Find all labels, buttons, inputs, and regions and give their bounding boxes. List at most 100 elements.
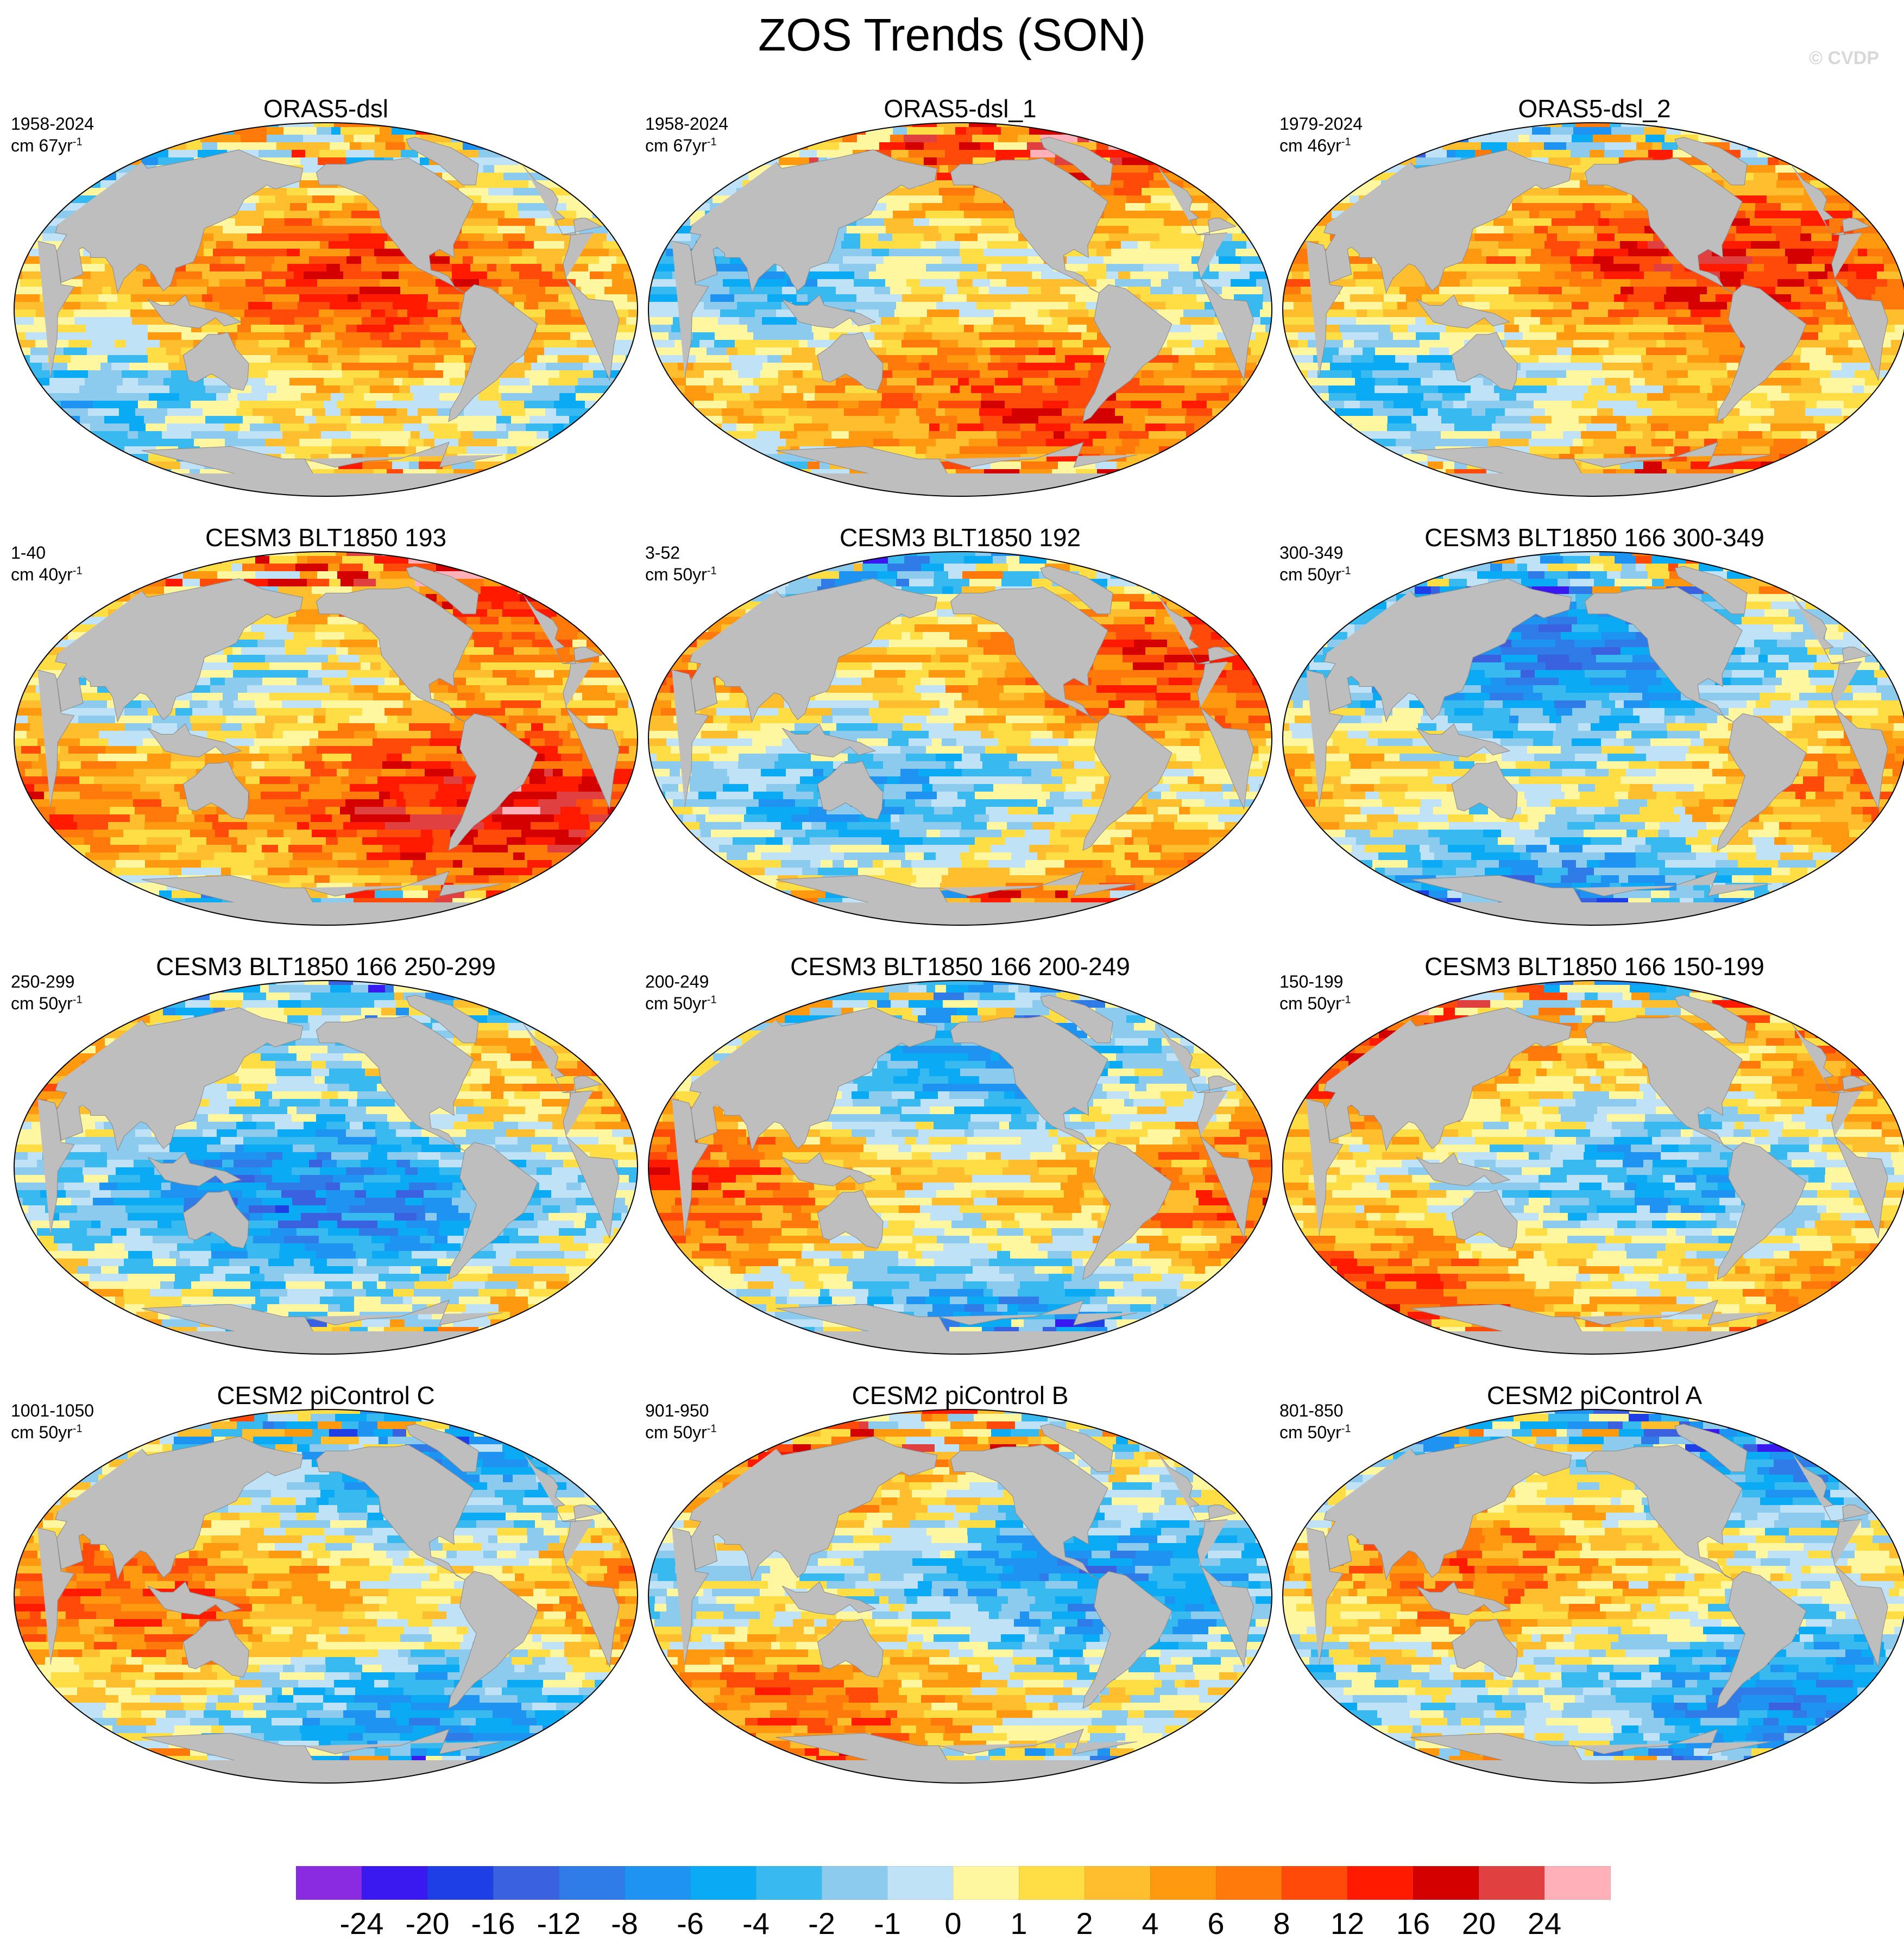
trend-map bbox=[648, 551, 1272, 926]
map-panel: CESM2 piControl B 901-950 cm 50yr-1 bbox=[645, 1379, 1275, 1792]
trend-map bbox=[1282, 122, 1904, 497]
colorbar-swatch bbox=[756, 1866, 822, 1900]
trend-map bbox=[1282, 980, 1904, 1355]
colorbar-swatch bbox=[1085, 1866, 1151, 1900]
colorbar-swatch bbox=[427, 1866, 494, 1900]
map-panel: ORAS5-dsl_1 1958-2024 cm 67yr-1 bbox=[645, 92, 1275, 505]
panel-title: CESM3 BLT1850 166 200-249 bbox=[790, 952, 1130, 981]
units-exponent: -1 bbox=[1341, 994, 1351, 1006]
units-exponent: -1 bbox=[707, 565, 717, 577]
colorbar-tick-label: -12 bbox=[537, 1906, 581, 1940]
panel-period: 1979-2024 bbox=[1279, 114, 1363, 134]
colorbar-tick-label: 1 bbox=[1010, 1906, 1027, 1940]
units-base: cm 50yr bbox=[1279, 994, 1341, 1013]
units-exponent: -1 bbox=[707, 994, 717, 1006]
colorbar-tick-label: -20 bbox=[405, 1906, 450, 1940]
colorbar-tick-label: -24 bbox=[339, 1906, 384, 1940]
panel-period: 300-349 bbox=[1279, 543, 1344, 562]
panel-title: ORAS5-dsl bbox=[263, 94, 389, 123]
panel-period: 1958-2024 bbox=[11, 114, 94, 134]
map-panel: CESM3 BLT1850 193 1-40 cm 40yr-1 bbox=[11, 521, 641, 934]
colorbar-swatch bbox=[887, 1866, 954, 1900]
panel-units: cm 50yr-1 bbox=[11, 1421, 83, 1443]
units-exponent: -1 bbox=[707, 1423, 717, 1435]
panel-title: CESM2 piControl B bbox=[852, 1381, 1069, 1409]
panel-units: cm 50yr-1 bbox=[1279, 564, 1351, 585]
panel-title: CESM2 piControl A bbox=[1486, 1381, 1703, 1409]
map-panel: CESM3 BLT1850 166 300-349 300-349 cm 50yr-… bbox=[1279, 521, 1904, 934]
panel-period: 1001-1050 bbox=[11, 1401, 94, 1420]
colorbar-swatch bbox=[1150, 1866, 1216, 1900]
colorbar-swatch bbox=[953, 1866, 1019, 1900]
watermark: © CVDP bbox=[1809, 48, 1879, 68]
colorbar-tick-label: -8 bbox=[611, 1906, 638, 1940]
units-base: cm 50yr bbox=[1279, 565, 1341, 584]
panel-units: cm 67yr-1 bbox=[11, 135, 83, 156]
units-exponent: -1 bbox=[1341, 565, 1351, 577]
panel-units: cm 50yr-1 bbox=[645, 1421, 717, 1443]
trend-map bbox=[14, 980, 638, 1355]
trend-map bbox=[648, 980, 1272, 1355]
units-base: cm 67yr bbox=[645, 136, 707, 155]
units-base: cm 40yr bbox=[11, 565, 73, 584]
colorbar-tick-label: -2 bbox=[808, 1906, 835, 1940]
units-exponent: -1 bbox=[72, 136, 83, 148]
units-exponent: -1 bbox=[1341, 136, 1351, 148]
trend-map bbox=[14, 122, 638, 497]
units-base: cm 67yr bbox=[11, 136, 73, 155]
units-base: cm 50yr bbox=[645, 994, 707, 1013]
colorbar-swatch bbox=[1019, 1866, 1085, 1900]
colorbar-tick-label: 6 bbox=[1207, 1906, 1225, 1940]
units-base: cm 50yr bbox=[1279, 1423, 1341, 1442]
panel-period: 1958-2024 bbox=[645, 114, 729, 134]
colorbar-tick-label: 4 bbox=[1142, 1906, 1159, 1940]
colorbar-swatch bbox=[822, 1866, 888, 1900]
panel-period: 200-249 bbox=[645, 972, 709, 991]
panel-title: CESM2 piControl C bbox=[217, 1381, 435, 1409]
panel-period: 3-52 bbox=[645, 543, 680, 562]
panel-title: CESM3 BLT1850 166 300-349 bbox=[1424, 523, 1764, 552]
figure-title: ZOS Trends (SON) bbox=[758, 9, 1146, 60]
panel-units: cm 50yr-1 bbox=[1279, 1421, 1351, 1443]
panel-units: cm 40yr-1 bbox=[11, 564, 83, 585]
colorbar-tick-label: 12 bbox=[1330, 1906, 1365, 1940]
colorbar-swatch bbox=[296, 1866, 362, 1900]
map-panel: ORAS5-dsl_2 1979-2024 cm 46yr-1 bbox=[1279, 92, 1904, 505]
panel-units: cm 50yr-1 bbox=[1279, 993, 1351, 1014]
colorbar-tick-label: 16 bbox=[1396, 1906, 1430, 1940]
colorbar-tick-label: -6 bbox=[677, 1906, 704, 1940]
panel-period: 250-299 bbox=[11, 972, 75, 991]
units-exponent: -1 bbox=[72, 1423, 83, 1435]
trend-map bbox=[1282, 551, 1904, 926]
panel-title: ORAS5-dsl_2 bbox=[1518, 94, 1671, 123]
units-base: cm 50yr bbox=[11, 1423, 73, 1442]
trend-map bbox=[14, 1409, 638, 1784]
trend-map bbox=[648, 122, 1272, 497]
panel-units: cm 50yr-1 bbox=[645, 993, 717, 1014]
panel-period: 901-950 bbox=[645, 1401, 709, 1420]
colorbar-swatch bbox=[625, 1866, 691, 1900]
units-base: cm 50yr bbox=[11, 994, 73, 1013]
trend-map bbox=[1282, 1409, 1904, 1784]
colorbar-tick-label: 2 bbox=[1076, 1906, 1093, 1940]
colorbar-tick-label: 24 bbox=[1527, 1906, 1562, 1940]
panel-period: 150-199 bbox=[1279, 972, 1344, 991]
colorbar-tick-label: -1 bbox=[874, 1906, 901, 1940]
units-exponent: -1 bbox=[72, 565, 83, 577]
colorbar-tick-label: -4 bbox=[742, 1906, 770, 1940]
map-panel: CESM2 piControl C 1001-1050 cm 50yr-1 bbox=[11, 1379, 641, 1792]
units-base: cm 50yr bbox=[645, 565, 707, 584]
trend-map bbox=[14, 551, 638, 926]
colorbar-tick-label: -16 bbox=[471, 1906, 515, 1940]
units-base: cm 46yr bbox=[1279, 136, 1341, 155]
colorbar-swatch bbox=[559, 1866, 625, 1900]
map-panel: CESM3 BLT1850 166 150-199 150-199 cm 50yr-… bbox=[1279, 950, 1904, 1363]
map-panel: CESM3 BLT1850 166 250-299 250-299 cm 50yr-… bbox=[11, 950, 641, 1363]
map-panel: CESM3 BLT1850 192 3-52 cm 50yr-1 bbox=[645, 521, 1275, 934]
panel-units: cm 46yr-1 bbox=[1279, 135, 1351, 156]
panel-title: CESM3 BLT1850 193 bbox=[205, 523, 447, 552]
units-base: cm 50yr bbox=[645, 1423, 707, 1442]
colorbar-swatch bbox=[1216, 1866, 1282, 1900]
units-exponent: -1 bbox=[707, 136, 717, 148]
colorbar-swatch bbox=[690, 1866, 756, 1900]
